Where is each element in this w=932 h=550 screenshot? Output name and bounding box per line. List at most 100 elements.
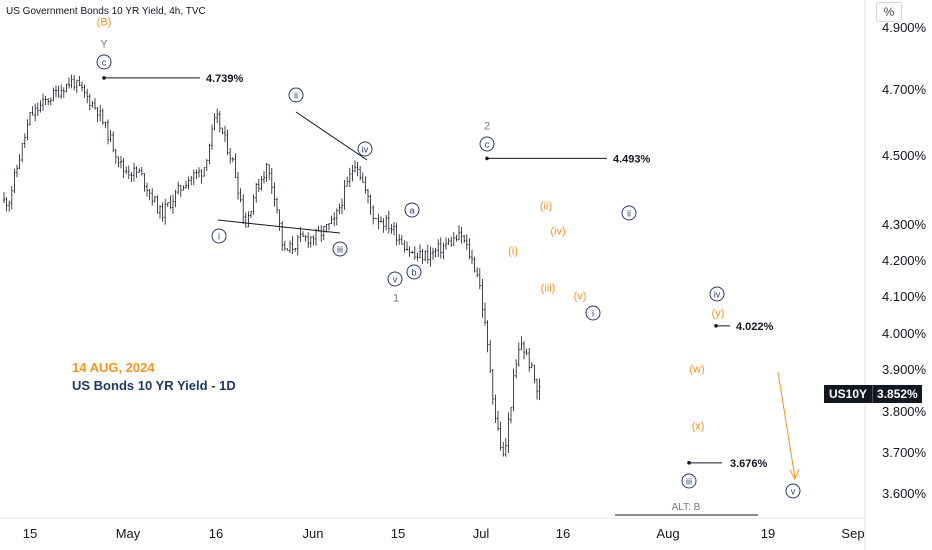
wave-label-Y: Y <box>100 39 108 51</box>
last-price-tag: US10Y 3.852% <box>824 385 922 403</box>
level-label: 4.022% <box>736 321 774 333</box>
wave-text: a <box>409 206 414 216</box>
level-label: 4.739% <box>206 73 244 85</box>
wave-circle <box>288 87 304 103</box>
level-label: 4.493% <box>613 153 651 165</box>
wave-label-iii: iii <box>681 473 697 489</box>
level-dot <box>687 461 691 465</box>
wave-text: ii <box>294 91 298 101</box>
note-date: 14 AUG, 2024 <box>72 360 155 375</box>
wave-circle <box>96 54 112 70</box>
wave-label-b: b <box>406 264 422 280</box>
wave-text: (i) <box>508 246 518 258</box>
wave-label-iv: iv <box>709 286 725 302</box>
level-dot <box>714 324 718 328</box>
x-tick-label: Aug <box>656 526 679 541</box>
wave-text: (x) <box>692 421 705 433</box>
wave-text: 2 <box>484 121 490 133</box>
wave-label-i: i <box>211 228 227 244</box>
wave-text: Y <box>100 39 108 51</box>
wave-circle <box>406 264 422 280</box>
wave-circle <box>709 286 725 302</box>
wave-label-ii: ii <box>621 205 637 221</box>
wave-text: v <box>791 487 796 497</box>
candles <box>3 74 541 457</box>
y-tick-label: 3.600% <box>882 486 927 501</box>
x-tick-label: 16 <box>209 526 223 541</box>
wave-label-(i): (i) <box>508 246 518 258</box>
wave-text: c <box>485 140 490 150</box>
wave-text: iii <box>337 245 343 255</box>
wave-label-c: c <box>479 136 495 152</box>
wave-circle <box>585 305 601 321</box>
x-tick-label: 19 <box>761 526 775 541</box>
y-tick-label: 4.100% <box>882 289 927 304</box>
y-tick-label: 4.900% <box>882 20 927 35</box>
wave-circle <box>211 228 227 244</box>
wave-label-(x): (x) <box>692 421 705 433</box>
x-tick-label: 15 <box>23 526 37 541</box>
wave-text: b <box>411 268 416 278</box>
wave-label-1: 1 <box>393 293 399 305</box>
wave-circle <box>479 136 495 152</box>
wave-text: (w) <box>689 364 704 376</box>
wave-circle <box>681 473 697 489</box>
wave-label-(y): (y) <box>712 308 725 320</box>
wave-circle <box>387 271 403 287</box>
wave-label-(B): (B) <box>97 17 112 29</box>
wave-label-ii: ii <box>288 87 304 103</box>
percent-scale-button[interactable]: % <box>876 2 902 22</box>
wave-text: ii <box>627 209 631 219</box>
wave-label-iv: iv <box>357 141 373 157</box>
wave-line-i-iii <box>217 219 341 234</box>
level-dot <box>102 76 106 80</box>
wave-label-v: v <box>785 483 801 499</box>
y-tick-label: 4.500% <box>882 148 927 163</box>
y-tick-label: 3.800% <box>882 404 927 419</box>
y-tick-label: 3.700% <box>882 445 927 460</box>
wave-circle <box>332 241 348 257</box>
chart-title: US Government Bonds 10 YR Yield, 4h, TVC <box>6 6 206 17</box>
wave-text: (iv) <box>550 226 565 238</box>
wave-text: (B) <box>97 17 112 29</box>
wave-label-c: c <box>96 54 112 70</box>
price-tag-value: 3.852% <box>872 385 922 403</box>
wave-circle <box>357 141 373 157</box>
wave-circle <box>621 205 637 221</box>
wave-label-(w): (w) <box>689 364 704 376</box>
y-tick-label: 4.700% <box>882 82 927 97</box>
y-tick-label: 3.900% <box>882 362 927 377</box>
level-dot <box>485 156 489 161</box>
wave-text: iv <box>714 290 721 300</box>
wave-text: (v) <box>574 291 587 303</box>
wave-text: i <box>218 232 220 242</box>
x-tick-label: 15 <box>391 526 405 541</box>
wave-label-(v): (v) <box>574 291 587 303</box>
wave-lines <box>217 111 800 516</box>
price-levels: 4.739% 4.493% 4.022% 3.676% <box>102 73 774 470</box>
wave-circle <box>404 202 420 218</box>
wave-text: 1 <box>393 293 399 305</box>
wave-label-(iii): (iii) <box>541 283 556 295</box>
wave-label-2: 2 <box>484 121 490 133</box>
projection-arrow <box>777 371 796 479</box>
x-tick-label: May <box>116 526 141 541</box>
y-tick-label: 4.000% <box>882 326 927 341</box>
wave-labels: (B)Yciiiviiiiv1ab2c(ii)(iv)(i)(iii)(v)ii… <box>96 17 801 513</box>
wave-text: iv <box>362 145 369 155</box>
wave-text: iii <box>686 477 692 487</box>
wave-label-a: a <box>404 202 420 218</box>
x-tick-label: Jun <box>303 526 324 541</box>
wave-line-ii-iv <box>295 111 368 161</box>
x-tick-label: Jul <box>473 526 490 541</box>
y-tick-label: 4.300% <box>882 217 927 232</box>
wave-label-i: i <box>585 305 601 321</box>
x-tick-label: 16 <box>556 526 570 541</box>
y-tick-label: 4.200% <box>882 253 927 268</box>
projection-arrowhead <box>789 468 800 481</box>
price-tag-symbol: US10Y <box>824 385 873 403</box>
wave-text: (iii) <box>541 283 556 295</box>
